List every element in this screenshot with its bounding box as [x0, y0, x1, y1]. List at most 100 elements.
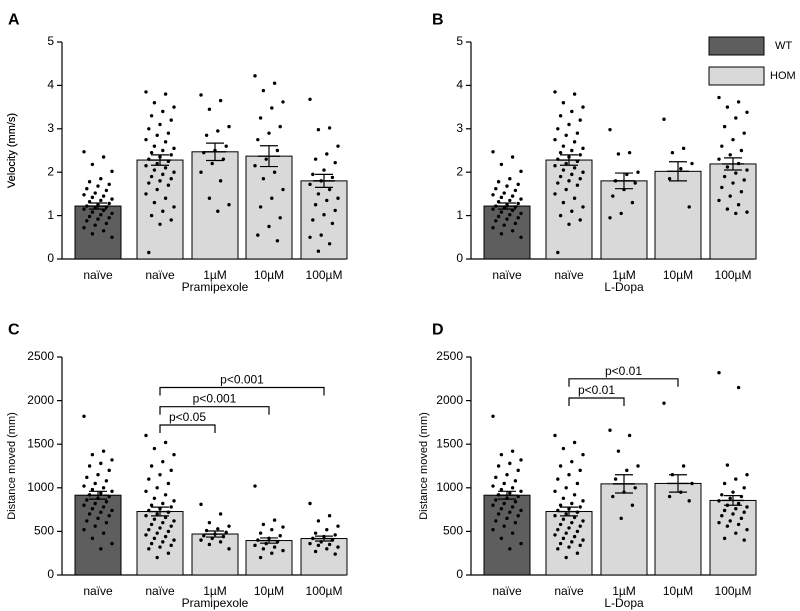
bar-hom: [600, 180, 648, 260]
data-point: [496, 512, 501, 516]
data-point: [553, 433, 557, 438]
y-tick-label: 0: [456, 567, 463, 581]
data-point: [496, 464, 501, 468]
data-point: [325, 547, 329, 551]
data-point: [722, 174, 727, 179]
data-point: [519, 211, 523, 216]
data-point: [633, 181, 637, 185]
data-point: [561, 446, 566, 451]
data-point: [104, 188, 109, 193]
data-point: [155, 161, 159, 166]
data-point: [172, 452, 176, 457]
data-point: [270, 551, 274, 555]
data-point: [496, 214, 501, 219]
x-tick-label: naïve: [83, 268, 113, 282]
data-point: [104, 479, 109, 483]
data-point: [85, 519, 89, 523]
data-point: [87, 214, 92, 219]
data-point: [256, 137, 260, 142]
data-point: [578, 118, 582, 122]
data-point: [619, 211, 623, 216]
data-point: [567, 122, 571, 127]
x-tick-label: 1µM: [203, 584, 227, 598]
data-point: [101, 505, 106, 509]
data-point: [687, 205, 691, 209]
data-point: [261, 522, 266, 527]
data-point: [199, 170, 203, 174]
data-point: [152, 446, 157, 451]
data-point: [630, 200, 635, 205]
data-point: [169, 118, 173, 122]
data-point: [581, 538, 585, 542]
data-point: [327, 242, 332, 246]
data-point: [93, 223, 97, 227]
data-point: [572, 515, 577, 520]
data-point: [570, 540, 574, 544]
legend-swatch-wt: [708, 36, 765, 56]
data-point: [149, 213, 154, 218]
data-point: [172, 499, 176, 503]
data-point: [720, 185, 724, 190]
data-point: [636, 170, 640, 174]
data-point: [152, 496, 157, 500]
data-point: [687, 499, 691, 503]
data-point: [90, 452, 95, 457]
data-point: [491, 207, 495, 211]
data-point: [739, 148, 744, 153]
data-point: [611, 194, 615, 198]
data-point: [313, 157, 318, 161]
data-point: [564, 187, 568, 192]
data-point: [734, 531, 738, 535]
data-point: [510, 505, 515, 509]
data-point: [99, 213, 103, 217]
data-point: [519, 235, 523, 239]
data-point: [553, 489, 557, 493]
data-point: [739, 516, 744, 521]
data-point: [99, 461, 103, 466]
data-point: [516, 182, 520, 187]
data-point: [281, 187, 285, 192]
treatment-label: L-Dopa: [604, 280, 644, 294]
data-point: [163, 166, 168, 170]
data-point: [333, 552, 337, 556]
data-point: [578, 505, 582, 509]
data-point: [717, 95, 721, 100]
data-point: [681, 146, 686, 151]
panel-letter: A: [8, 11, 20, 28]
data-point: [90, 232, 95, 236]
data-point: [553, 192, 557, 196]
data-point: [745, 210, 749, 214]
x-tick-label: naïve: [83, 584, 113, 598]
bar-hom: [654, 170, 702, 260]
data-point: [519, 541, 523, 546]
data-point: [227, 547, 231, 551]
data-point: [161, 459, 165, 464]
data-point: [519, 508, 523, 513]
data-point: [619, 516, 623, 521]
data-point: [107, 201, 111, 206]
data-point: [491, 527, 495, 532]
data-point: [556, 527, 560, 532]
significance-bracket: [159, 424, 216, 434]
data-point: [333, 208, 337, 213]
data-point: [722, 124, 727, 129]
data-point: [739, 190, 744, 194]
data-point: [227, 124, 231, 129]
data-point: [270, 527, 274, 532]
data-point: [625, 468, 629, 473]
y-tick-label: 1000: [27, 480, 54, 494]
data-point: [99, 198, 103, 203]
data-point: [742, 538, 746, 542]
data-point: [149, 541, 154, 546]
data-point: [325, 198, 329, 203]
data-point: [253, 74, 257, 78]
data-point: [172, 205, 176, 209]
data-point: [93, 524, 97, 528]
data-point: [561, 517, 566, 521]
data-point: [513, 479, 518, 483]
data-point: [670, 150, 675, 155]
data-point: [553, 514, 557, 518]
data-point: [272, 81, 277, 85]
data-point: [553, 163, 557, 168]
